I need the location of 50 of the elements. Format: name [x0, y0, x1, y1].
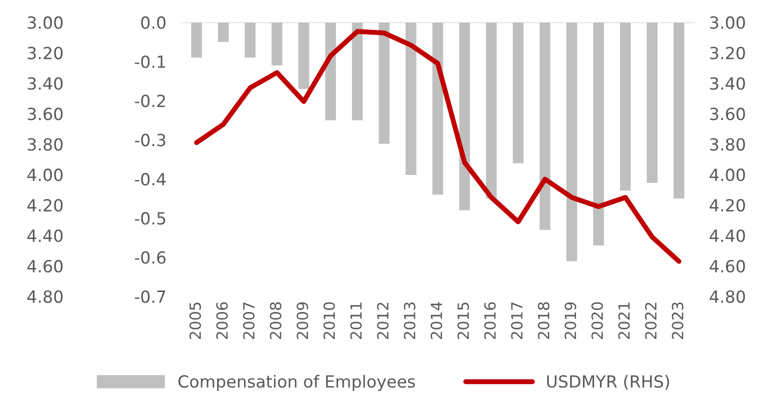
- y3-tick-label: 4.40: [27, 229, 63, 242]
- x-tick-label: 2009: [296, 302, 308, 340]
- x-tick-label: 2005: [189, 302, 201, 340]
- x-tick-label: 2007: [243, 302, 255, 340]
- x-tick-label: 2018: [538, 302, 550, 340]
- y-tick-label: 0.0: [141, 16, 166, 29]
- y-tick-label: -0.6: [134, 251, 166, 264]
- x-tick-label: 2022: [645, 302, 657, 340]
- y2-tick-label: 4.40: [710, 229, 745, 242]
- y2-tick-label: 4.80: [710, 290, 745, 303]
- x-tick-label: 2011: [350, 302, 362, 340]
- y3-tick-label: 4.00: [27, 168, 63, 182]
- x-tick-label: 2010: [323, 302, 335, 340]
- y2-tick-label: 4.20: [710, 198, 745, 212]
- y2-tick-label: 3.00: [710, 16, 745, 29]
- y2-tick-label: 3.60: [710, 108, 745, 120]
- legend-label: Compensation of Employees: [178, 374, 415, 391]
- y3-tick-label: 3.40: [28, 77, 63, 90]
- x-tick-label: 2020: [591, 302, 603, 340]
- x-tick-label: 2017: [511, 302, 523, 340]
- y-tick-label: -0.7: [134, 290, 166, 303]
- y2-tick-label: 3.20: [710, 46, 745, 60]
- x-tick-label: 2021: [618, 302, 630, 340]
- x-tick-label: 2006: [216, 302, 228, 340]
- y3-tick-label: 4.20: [27, 198, 63, 212]
- x-tick-label: 2008: [270, 302, 282, 340]
- y2-tick-label: 3.80: [710, 138, 745, 151]
- x-tick-label: 2015: [457, 302, 469, 340]
- legend-label: USDMYR (RHS): [547, 374, 670, 390]
- y-tick-label: -0.1: [134, 55, 166, 68]
- y2-tick-label: 4.00: [710, 168, 745, 182]
- y3-tick-label: 4.80: [27, 290, 63, 303]
- x-tick-label: 2013: [404, 302, 416, 340]
- y-tick-label: -0.5: [134, 212, 166, 225]
- y-tick-label: -0.4: [134, 172, 166, 186]
- y3-tick-label: 4.60: [27, 260, 63, 272]
- x-tick-label: 2019: [564, 302, 576, 340]
- y2-tick-label: 4.60: [710, 260, 745, 272]
- line-series: [194, 29, 682, 264]
- x-tick-label: 2014: [430, 302, 442, 340]
- x-tick-label: 2016: [484, 302, 496, 340]
- y-tick-label: -0.2: [134, 94, 165, 108]
- y2-tick-label: 3.40: [710, 77, 745, 90]
- y3-tick-label: 3.80: [28, 138, 63, 151]
- x-tick-label: 2023: [672, 302, 684, 340]
- y-tick-label: -0.3: [134, 134, 166, 146]
- y3-tick-label: 3.20: [28, 46, 63, 60]
- x-tick-label: 2012: [377, 302, 389, 340]
- y3-tick-label: 3.60: [28, 108, 63, 120]
- y3-tick-label: 3.00: [28, 16, 63, 29]
